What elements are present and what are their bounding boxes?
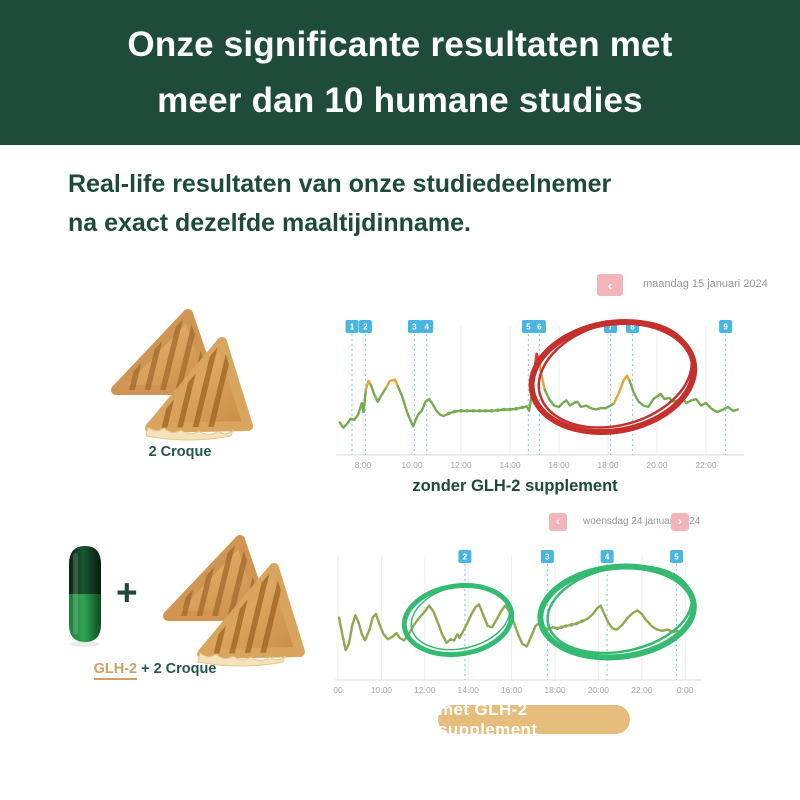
meal-marker-badge[interactable]: 3: [540, 550, 554, 563]
chart2-caption: met GLH-2 supplement: [438, 699, 538, 739]
svg-text:18:00: 18:00: [597, 460, 619, 470]
chevron-left-icon: ‹: [607, 277, 613, 293]
meal-marker-badge[interactable]: 5: [521, 320, 535, 333]
header-title-line1: Onze significante resultaten met: [127, 24, 673, 64]
svg-text:7: 7: [608, 323, 613, 332]
svg-text:3: 3: [412, 323, 417, 332]
meal-marker-badge[interactable]: 4: [420, 320, 434, 333]
svg-text:1: 1: [350, 323, 355, 332]
tick-labels: 00 10:00 12:00 14:00 16:00 18:00 20:00 22:00 0:0…: [333, 685, 693, 695]
chart2-caption-badge: met GLH-2 supplement: [438, 700, 630, 739]
capsule-top: [69, 546, 101, 596]
meal-marker-badge[interactable]: 1: [345, 320, 359, 333]
svg-text:5: 5: [526, 323, 531, 332]
glucose-chart-with-supplement: 2 3 4 5 00 10:00 12:00 14:00 16:00 18:00 20:00 22:0…: [333, 550, 702, 695]
svg-text:20:00: 20:00: [646, 460, 668, 470]
prev-day-button[interactable]: ‹: [597, 274, 623, 296]
svg-text:16:00: 16:00: [548, 460, 570, 470]
header-banner: Onze significante resultaten met meer da…: [0, 0, 800, 145]
svg-text:22:00: 22:00: [631, 685, 653, 695]
capsule-shadow: [70, 641, 100, 647]
croque-image-2: [163, 535, 305, 667]
svg-text:10:00: 10:00: [401, 460, 423, 470]
svg-text:8: 8: [630, 323, 635, 332]
capsule-highlight: [73, 553, 78, 635]
svg-text:22:00: 22:00: [695, 460, 717, 470]
chart1-date: maandag 15 januari 2024: [643, 278, 768, 290]
hand-drawn-annotations: [401, 563, 697, 661]
glucose-line: [337, 603, 679, 652]
svg-text:5: 5: [674, 553, 679, 562]
tick-labels: 8:00 10:00 12:00 14:00 16:00 18:00 20:00 22:00: [355, 460, 717, 470]
annotation-circle: [401, 583, 515, 657]
subtitle-line1: Real-life resultaten van onze studiedeel…: [68, 170, 612, 198]
meal-marker-badge[interactable]: 2: [358, 320, 372, 333]
svg-text:4: 4: [424, 323, 429, 332]
plus-sign: +: [116, 572, 138, 613]
header-title-line2: meer dan 10 humane studies: [157, 80, 643, 120]
svg-text:6: 6: [537, 323, 542, 332]
svg-text:12:00: 12:00: [414, 685, 436, 695]
svg-text:00: 00: [333, 685, 343, 695]
meal-marker-badge[interactable]: 3: [407, 320, 421, 333]
capsule-image: [69, 546, 101, 647]
svg-text:4: 4: [605, 553, 610, 562]
meal-marker-badge[interactable]: 4: [600, 550, 614, 563]
svg-text:16:00: 16:00: [501, 685, 523, 695]
glucose-line: [338, 352, 740, 429]
svg-text:20:00: 20:00: [588, 685, 610, 695]
svg-text:2: 2: [363, 323, 368, 332]
meal-marker-badge[interactable]: 5: [670, 550, 683, 563]
meal-label-row1: 2 Croque: [148, 444, 212, 460]
subtitle: Real-life resultaten van onze studiedeel…: [68, 165, 748, 243]
capsule-bottom: [69, 594, 101, 642]
meal-event-markers: 2 3 4 5: [458, 550, 683, 680]
chart1-caption: zonder GLH-2 supplement: [412, 477, 618, 495]
chevron-left-icon: ‹: [556, 516, 560, 528]
svg-text:14:00: 14:00: [458, 685, 480, 695]
svg-text:14:00: 14:00: [499, 460, 521, 470]
meal-marker-badge[interactable]: 6: [532, 320, 546, 333]
meal-suffix-text: + 2 Croque: [141, 661, 217, 677]
meal-label-row2: GLH-2 + 2 Croque: [30, 661, 280, 680]
svg-text:9: 9: [723, 323, 728, 332]
glucose-chart-without-supplement: 1 2 3 4 5 6 7 8 98:00 10:00 12:00 14:00 16:00 18:00 20…: [336, 318, 744, 470]
annotation-circle: [537, 563, 697, 661]
annotation-circle: [528, 318, 698, 436]
chart2-date: woensdag 24 januari 2024: [583, 516, 701, 527]
svg-text:8:00: 8:00: [355, 460, 372, 470]
glh2-link[interactable]: GLH-2: [93, 661, 138, 680]
svg-text:2: 2: [463, 553, 468, 562]
meal-marker-badge[interactable]: 9: [719, 320, 733, 333]
hand-drawn-annotations: [528, 318, 698, 436]
prev-day-button-2[interactable]: ‹: [549, 513, 567, 531]
subtitle-line2: na exact dezelfde maaltijdinname.: [68, 209, 471, 237]
svg-text:18:00: 18:00: [544, 685, 566, 695]
svg-text:10:00: 10:00: [371, 685, 393, 695]
svg-text:3: 3: [545, 553, 550, 562]
gridlines: [362, 326, 707, 455]
meal-marker-badge[interactable]: 2: [458, 550, 472, 563]
next-day-button-2[interactable]: ›: [671, 513, 689, 531]
croque-front-slice: [197, 563, 305, 667]
chevron-right-icon: ›: [678, 516, 682, 528]
croque-image: [111, 309, 253, 441]
svg-text:12:00: 12:00: [450, 460, 472, 470]
svg-text:0:00: 0:00: [677, 685, 694, 695]
